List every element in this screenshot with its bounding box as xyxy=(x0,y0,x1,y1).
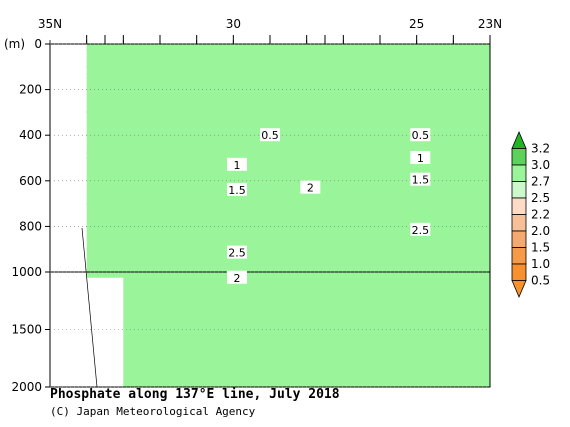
x-tick-label: 35N xyxy=(38,17,62,31)
contour-label: 0.5 xyxy=(261,129,279,142)
y-tick-label: 0 xyxy=(34,37,42,51)
contour-label: 2 xyxy=(234,272,241,285)
contour-label: 2 xyxy=(307,182,314,195)
colorbar-segment xyxy=(511,230,527,248)
colorbar-segment xyxy=(511,247,527,265)
colorbar-label: 3.2 xyxy=(531,142,550,156)
colorbar-segment xyxy=(511,197,527,215)
y-unit-label: (m) xyxy=(4,37,25,51)
contour-label: 1 xyxy=(417,152,424,165)
y-tick-label: 400 xyxy=(19,128,42,142)
chart-credit: (C) Japan Meteorological Agency xyxy=(50,405,256,418)
contour-label: 1.5 xyxy=(228,184,246,197)
contour-label: 2.5 xyxy=(412,224,430,237)
colorbar-bottom-arrow xyxy=(511,280,527,299)
colorbar-label: 2.7 xyxy=(531,175,550,189)
colorbar-segment xyxy=(511,148,527,166)
contour-label-bg xyxy=(260,128,280,142)
colorbar-segment xyxy=(511,181,527,199)
x-tick-label: 23N xyxy=(478,17,502,31)
colorbar-segment xyxy=(511,263,527,281)
contour-label-bg xyxy=(410,172,431,186)
colorbar-label: 1.5 xyxy=(531,241,550,255)
y-tick-label: 600 xyxy=(19,174,42,188)
y-tick-label: 1500 xyxy=(11,323,42,337)
y-tick-label: 200 xyxy=(19,83,42,97)
colorbar-label: 2.0 xyxy=(531,224,550,238)
colorbar-label: 2.2 xyxy=(531,208,550,222)
contour-label-bg xyxy=(227,182,247,196)
colorbar-label: 1.0 xyxy=(531,257,550,271)
contour-label-bg xyxy=(410,222,431,236)
x-tick-label: 30 xyxy=(226,17,241,31)
no-data-region xyxy=(50,44,124,387)
contour-label: 0.5 xyxy=(412,129,430,142)
colorbar-segment xyxy=(511,214,527,232)
x-tick-label: 25 xyxy=(409,17,424,31)
contour-label-bg xyxy=(227,157,247,171)
contour-label: 2.5 xyxy=(228,247,246,260)
y-tick-label: 1000 xyxy=(11,265,42,279)
contour-label-bg xyxy=(227,245,247,259)
colorbar-top-arrow xyxy=(511,130,527,149)
y-tick-label: 800 xyxy=(19,219,42,233)
y-tick-label: 2000 xyxy=(11,380,42,394)
contour-label-bg xyxy=(227,270,247,284)
contour-label: 1 xyxy=(234,159,241,172)
contour-label-bg xyxy=(300,180,321,194)
deep-water-band xyxy=(86,44,491,387)
contour-label: 1.5 xyxy=(412,174,430,187)
colorbar-segment xyxy=(511,164,527,182)
contour-label-bg xyxy=(410,151,431,164)
bathymetry-line xyxy=(81,227,98,388)
chart-title: Phosphate along 137°E line, July 2018 xyxy=(50,387,340,402)
contour-label-bg xyxy=(410,128,431,142)
colorbar-label: 0.5 xyxy=(531,274,550,288)
colorbar-label: 2.5 xyxy=(531,191,550,205)
colorbar-label: 3.0 xyxy=(531,158,550,172)
